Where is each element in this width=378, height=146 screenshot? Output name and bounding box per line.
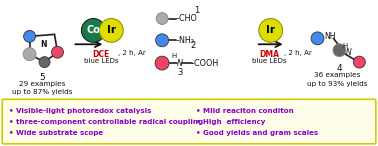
Text: N: N xyxy=(177,59,183,68)
Text: • Mild reaciton conditon: • Mild reaciton conditon xyxy=(196,108,294,114)
Text: N: N xyxy=(40,40,47,49)
Text: Co: Co xyxy=(87,25,100,35)
Circle shape xyxy=(155,56,169,70)
Text: NH: NH xyxy=(324,32,336,41)
Text: • High  efficiency: • High efficiency xyxy=(196,119,265,125)
Text: • three-component controllable radical coupling: • three-component controllable radical c… xyxy=(9,119,203,125)
Circle shape xyxy=(259,19,283,42)
Text: • Good yields and gram scales: • Good yields and gram scales xyxy=(196,130,318,137)
Text: N: N xyxy=(345,48,351,57)
Text: 1: 1 xyxy=(194,6,199,15)
Text: –COOH: –COOH xyxy=(191,59,219,68)
Text: –CHO: –CHO xyxy=(176,14,198,23)
Text: Ir: Ir xyxy=(266,25,275,35)
Circle shape xyxy=(51,46,64,58)
Text: 4: 4 xyxy=(337,64,342,73)
Circle shape xyxy=(311,32,324,45)
Text: • Visible-light photoredox catalysis: • Visible-light photoredox catalysis xyxy=(9,108,151,114)
Text: , 2 h, Ar: , 2 h, Ar xyxy=(284,50,311,56)
Text: blue LEDs: blue LEDs xyxy=(84,58,119,64)
Circle shape xyxy=(23,30,36,42)
Circle shape xyxy=(23,48,36,61)
Text: blue LEDs: blue LEDs xyxy=(253,58,287,64)
Text: 5: 5 xyxy=(40,73,45,82)
Circle shape xyxy=(156,13,168,25)
Text: 3: 3 xyxy=(177,67,183,77)
FancyBboxPatch shape xyxy=(2,99,376,144)
Text: 29 examples
up to 87% yields: 29 examples up to 87% yields xyxy=(12,81,73,95)
Text: 36 examples
up to 93% yields: 36 examples up to 93% yields xyxy=(307,72,368,87)
Circle shape xyxy=(333,44,346,57)
Text: H: H xyxy=(343,43,348,49)
Circle shape xyxy=(81,19,105,42)
Text: –NH₂: –NH₂ xyxy=(176,36,195,45)
Circle shape xyxy=(156,34,169,47)
Text: • Wide substrate scope: • Wide substrate scope xyxy=(9,130,103,137)
Text: H: H xyxy=(172,53,177,59)
Circle shape xyxy=(99,19,123,42)
Text: DMA: DMA xyxy=(260,50,280,59)
Text: DCE: DCE xyxy=(93,50,110,59)
Text: Ir: Ir xyxy=(107,25,116,35)
Text: 2: 2 xyxy=(190,41,195,50)
Text: , 2 h, Ar: , 2 h, Ar xyxy=(118,50,146,56)
Circle shape xyxy=(353,56,366,68)
Circle shape xyxy=(39,57,50,68)
